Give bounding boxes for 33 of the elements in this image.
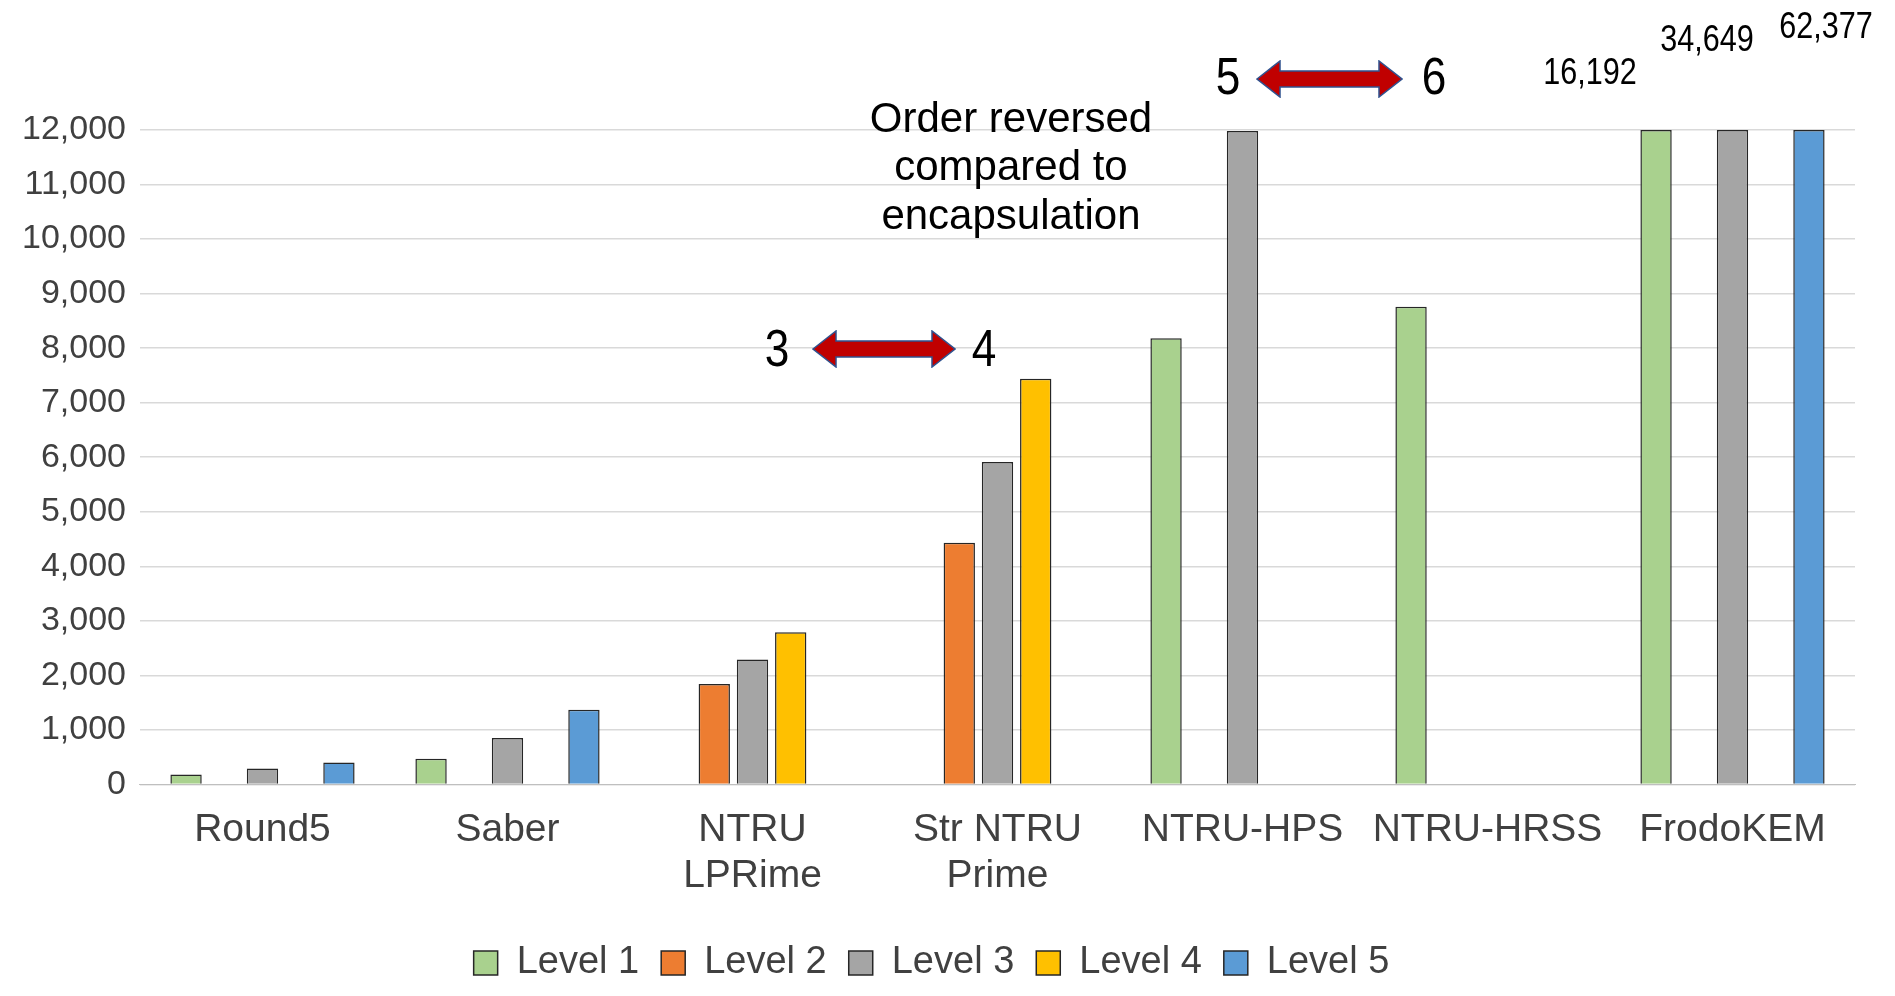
y-tick-label: 10,000	[21, 217, 126, 256]
y-tick-label: 1,000	[40, 708, 126, 747]
legend-label: Level 3	[891, 939, 1015, 982]
x-tick-label: Round5	[194, 805, 331, 849]
legend-label: Level 2	[704, 939, 827, 982]
annotation: 16,192	[1543, 51, 1637, 93]
annotation: 34,649	[1660, 18, 1755, 60]
annotation: Order reversed compared to encapsulation	[868, 93, 1154, 239]
x-tick-label: Str NTRU Prime	[913, 805, 1082, 896]
y-tick-label: 7,000	[40, 381, 126, 420]
y-tick-label: 12,000	[21, 108, 126, 147]
y-tick-label: 4,000	[40, 544, 126, 583]
annotation: 62,377	[1779, 5, 1873, 47]
y-tick-label: 0	[107, 762, 126, 801]
legend-label: Level 1	[516, 939, 640, 982]
y-tick-label: 3,000	[40, 599, 126, 638]
annotation: 4	[971, 319, 997, 379]
x-tick-label: NTRU LPRime	[683, 805, 822, 896]
y-tick-label: 2,000	[40, 653, 126, 692]
y-tick-label: 6,000	[40, 435, 126, 474]
y-tick-label: 9,000	[40, 271, 126, 310]
x-tick-label: NTRU-HPS	[1141, 805, 1344, 849]
annotation: 3	[764, 319, 790, 379]
text: 6	[1421, 47, 1447, 107]
y-tick-label: 11,000	[24, 162, 126, 201]
legend-label: Level 4	[1079, 939, 1202, 982]
legend-label: Level 5	[1266, 939, 1390, 982]
x-tick-label: Saber	[455, 805, 560, 849]
x-tick-label: NTRU-HRSS	[1372, 805, 1603, 849]
x-tick-label: FrodoKEM	[1639, 805, 1826, 849]
text: 5	[1215, 47, 1241, 107]
y-tick-label: 8,000	[40, 326, 126, 365]
y-tick-label: 5,000	[40, 490, 126, 529]
